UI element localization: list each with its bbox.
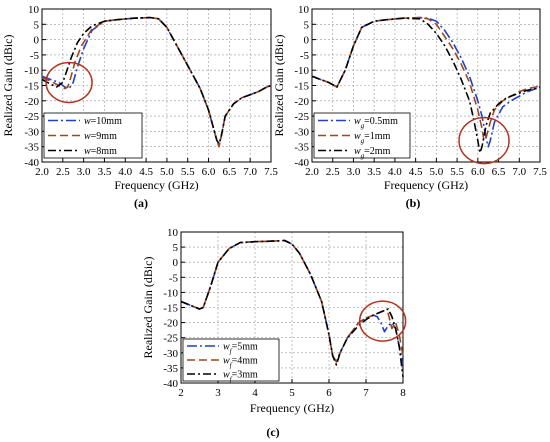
y-tick-label: -5 [300,50,310,62]
x-tick-label: 5.5 [181,166,195,178]
y-tick-label: 10 [167,227,179,239]
legend-label: wg=0.5mm [354,116,398,130]
x-tick-label: 2.0 [305,166,319,178]
x-tick-label: 2.0 [35,166,49,178]
x-tick-label: 3.0 [77,166,91,178]
y-tick-label: 10 [298,4,310,16]
highlight-circle [358,300,407,342]
x-tick-label: 5 [289,387,295,399]
y-axis-label: Realized Gain (dBic) [1,35,15,137]
y-tick-label: 0 [304,35,310,47]
x-tick-label: 2 [178,387,184,399]
y-tick-label: 0 [173,257,179,269]
y-tick-label: -15 [163,303,178,315]
highlight-circle [458,116,510,165]
x-tick-label: 5.0 [160,166,174,178]
legend-label: wg=2mm [354,146,391,160]
x-tick-label: 7.5 [264,166,278,178]
y-tick-label: -40 [24,157,39,169]
legend-label: w=9mm [84,131,117,142]
y-tick-label: -10 [294,65,309,77]
panel-label: (c) [266,425,279,439]
x-tick-label: 3.0 [347,166,361,178]
x-tick-label: 3 [215,387,221,399]
y-tick-label: -20 [24,96,39,108]
y-tick-label: -35 [294,142,309,154]
chart-panel-2: 2.0 2.5 3.0 3.5 4.0 4.5 5.0 5.5 6.0 6.5 7.0 7.5 10 5 0… [272,4,547,210]
y-tick-label: 5 [304,19,310,31]
x-tick-label: 7.0 [512,166,526,178]
x-tick-label: 2.5 [56,166,70,178]
series-line-2 [311,16,541,142]
y-tick-label: 0 [34,35,40,47]
x-tick-label: 6.5 [222,166,236,178]
x-axis-label: Frequency (GHz) [114,178,198,192]
x-tick-label: 4.5 [139,166,153,178]
legend-label: w=8mm [84,146,117,157]
x-tick-label: 5.5 [450,166,464,178]
y-tick-label: -25 [163,333,178,345]
y-tick-label: -40 [294,157,309,169]
y-tick-label: -35 [24,142,39,154]
y-tick-label: -35 [163,363,178,375]
x-tick-label: 4.0 [118,166,132,178]
x-tick-label: 4.5 [409,166,423,178]
y-tick-label: -25 [24,111,39,123]
y-tick-label: -20 [163,318,178,330]
series-line-3 [41,16,272,145]
y-tick-label: -20 [294,96,309,108]
y-tick-label: -15 [24,81,39,93]
legend-label: w=10mm [84,116,122,127]
x-tick-label: 6.0 [471,166,485,178]
legend-label: wf=4mm [223,356,258,370]
highlight-circle [45,61,93,104]
y-axis-label: Realized Gain (dBic) [272,35,286,137]
y-tick-label: -40 [163,378,178,390]
x-axis-label: Frequency (GHz) [384,178,468,192]
y-tick-label: -10 [24,65,39,77]
y-tick-label: -30 [294,126,309,138]
y-tick-label: -5 [169,272,179,284]
x-tick-label: 7 [363,387,369,399]
y-tick-label: -5 [30,50,40,62]
legend-label: wf=3mm [223,370,258,384]
y-tick-label: -10 [163,287,178,299]
x-tick-label: 8 [400,387,406,399]
chart-panel-3: 2 3 4 5 6 7 8 10 5 0 -5 -10 -15 -20 -25 -30 -35 -40 Freque… [141,227,407,439]
x-tick-label: 4.0 [388,166,402,178]
x-axis-label: Frequency (GHz) [250,401,334,415]
legend-label: wg=1mm [354,131,391,145]
y-tick-label: -15 [294,81,309,93]
y-tick-label: 10 [28,4,40,16]
series-line-3 [311,17,541,154]
x-tick-label: 3.5 [367,166,381,178]
x-tick-label: 7.0 [243,166,257,178]
y-tick-label: 5 [173,242,179,254]
x-tick-label: 3.5 [98,166,112,178]
x-tick-label: 2.5 [326,166,340,178]
y-tick-label: -25 [294,111,309,123]
x-tick-label: 4 [252,387,258,399]
y-tick-label: 5 [34,19,40,31]
series-line-3 [180,239,404,378]
x-tick-label: 6.0 [202,166,216,178]
y-axis-label: Realized Gain (dBic) [141,257,155,359]
x-tick-label: 5.0 [429,166,443,178]
legend-label: wf=5mm [223,342,258,356]
y-tick-label: -30 [163,348,178,360]
x-tick-label: 6 [326,387,332,399]
panel-label: (b) [406,196,421,210]
x-tick-label: 7.5 [533,166,547,178]
x-tick-label: 6.5 [492,166,506,178]
panel-label: (a) [134,196,148,210]
chart-panel-1: 2.0 2.5 3.0 3.5 4.0 4.5 5.0 5.5 6.0 6.5 7.0 7.5 10 5 0… [1,4,278,210]
legend: w=10mm w=9mm w=8mm [43,112,143,159]
y-tick-label: -30 [24,126,39,138]
